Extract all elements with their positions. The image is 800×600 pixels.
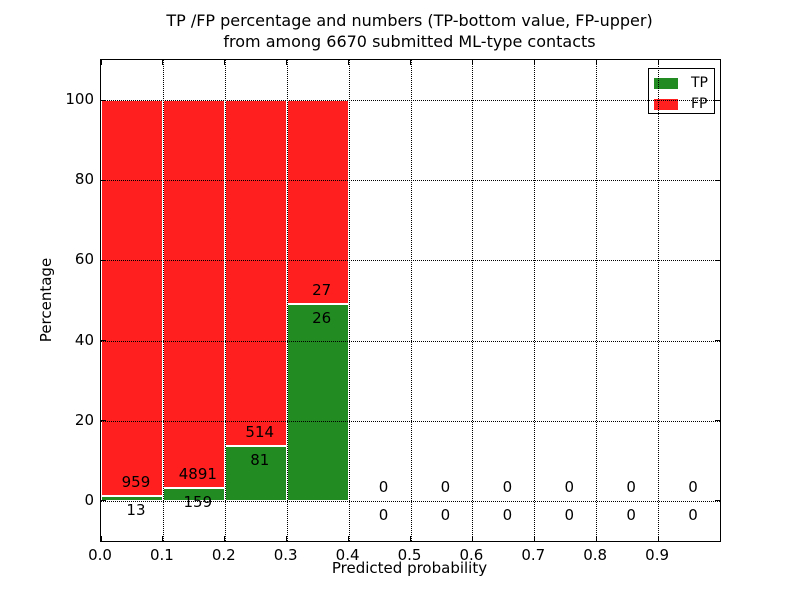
- x-tick-mark: [471, 536, 473, 541]
- x-tick-mark: [595, 536, 597, 541]
- x-tick-label: 0.9: [645, 546, 670, 564]
- fp-count-label: 0: [440, 477, 451, 496]
- grid-x-line: [534, 60, 536, 541]
- fp-count-label: 0: [564, 477, 575, 496]
- bar-segment-fp: [101, 100, 163, 496]
- legend: TP FP: [648, 68, 715, 114]
- tp-count-label: 0: [626, 505, 636, 524]
- x-tick-label: 0.0: [88, 546, 112, 564]
- x-tick-label: 0.6: [459, 546, 484, 564]
- grid-x-line: [472, 60, 474, 541]
- chart-title-line-2: from among 6670 submitted ML-type contac…: [223, 32, 596, 51]
- grid-x-line: [596, 60, 598, 541]
- x-tick-mark: [224, 536, 226, 541]
- grid-x-line: [162, 60, 164, 541]
- tp-count-label: 81: [250, 451, 270, 470]
- y-axis-label: Percentage: [37, 257, 55, 343]
- grid-x-line: [410, 60, 412, 541]
- tp-count-label: 13: [126, 500, 146, 519]
- x-tick-label: 0.7: [521, 546, 546, 564]
- y-tick-label: 20: [74, 410, 94, 429]
- x-tick-mark: [471, 60, 473, 65]
- fp-count-label: 959: [121, 472, 151, 491]
- legend-label-tp: TP: [691, 75, 708, 91]
- y-tick-mark: [101, 99, 106, 101]
- tp-count-label: 159: [183, 493, 213, 512]
- tp-count-label: 0: [378, 505, 389, 524]
- grid-x-line: [224, 60, 226, 541]
- x-tick-mark: [348, 60, 350, 65]
- legend-item-tp: TP: [654, 74, 714, 92]
- grid-x-line: [286, 60, 288, 541]
- tp-color-swatch: [654, 77, 678, 89]
- y-tick-mark: [715, 500, 720, 502]
- bar-segment-tp: [224, 446, 287, 501]
- x-tick-mark: [410, 60, 411, 65]
- x-tick-mark: [100, 60, 102, 65]
- grid-x-line: [348, 60, 350, 541]
- y-tick-label: 80: [74, 170, 94, 189]
- x-axis-label: Predicted probability: [331, 559, 488, 577]
- tp-count-label: 0: [502, 505, 513, 524]
- bar-segment-tp: [101, 495, 163, 501]
- bar-segment-tp: [286, 304, 349, 501]
- legend-item-fp: FP: [654, 95, 714, 113]
- y-tick-label: 40: [74, 330, 94, 349]
- x-tick-mark: [162, 60, 164, 65]
- y-tick-mark: [715, 420, 720, 422]
- x-tick-mark: [348, 536, 350, 541]
- x-tick-mark: [595, 60, 597, 65]
- bar-segment-fp: [224, 100, 287, 447]
- x-tick-label: 0.3: [273, 546, 298, 564]
- x-tick-mark: [533, 536, 535, 541]
- y-tick-label: 0: [84, 490, 94, 509]
- fp-count-label: 0: [688, 477, 698, 496]
- y-tick-mark: [715, 99, 720, 101]
- x-tick-mark: [286, 60, 288, 65]
- y-tick-mark: [101, 259, 106, 261]
- x-tick-mark: [657, 60, 659, 65]
- y-tick-mark: [715, 259, 720, 261]
- x-tick-mark: [100, 536, 102, 541]
- x-tick-label: 0.2: [211, 546, 236, 564]
- tp-count-label: 0: [688, 505, 698, 524]
- tp-count-label: 26: [312, 309, 332, 328]
- legend-label-fp: FP: [691, 96, 708, 112]
- y-tick-mark: [101, 420, 106, 422]
- tp-count-label: 0: [564, 505, 575, 524]
- x-tick-mark: [162, 536, 164, 541]
- fp-count-label: 4891: [178, 465, 217, 484]
- y-tick-label: 60: [74, 250, 94, 269]
- fp-color-swatch: [654, 98, 678, 110]
- x-tick-mark: [410, 536, 411, 541]
- x-tick-mark: [224, 60, 226, 65]
- fp-count-label: 27: [312, 281, 332, 300]
- x-tick-mark: [533, 60, 535, 65]
- x-tick-mark: [657, 536, 659, 541]
- x-tick-mark: [286, 536, 288, 541]
- plot-area: TP FP 959 13 4891 159 514 81 27 26 0 0 0 0 0 0 0 0 0 0 0 0: [100, 59, 721, 542]
- x-tick-label: 0.1: [149, 546, 174, 564]
- tp-count-label: 0: [440, 505, 451, 524]
- fp-count-label: 514: [245, 423, 275, 442]
- y-tick-mark: [715, 340, 720, 342]
- chart-title: TP /FP percentage and numbers (TP-bottom…: [100, 10, 719, 52]
- bar-segment-fp: [162, 100, 225, 489]
- fp-count-label: 0: [378, 477, 389, 496]
- x-tick-label: 0.4: [335, 546, 360, 564]
- grid-x-line: [658, 60, 660, 541]
- x-tick-label: 0.5: [397, 546, 422, 564]
- fp-count-label: 0: [502, 477, 513, 496]
- y-tick-mark: [101, 340, 106, 342]
- y-tick-mark: [101, 500, 106, 502]
- chart-title-line-1: TP /FP percentage and numbers (TP-bottom…: [166, 11, 653, 30]
- y-tick-mark: [715, 179, 720, 181]
- fp-count-label: 0: [626, 477, 636, 496]
- y-tick-label: 100: [65, 90, 94, 109]
- x-tick-label: 0.8: [583, 546, 608, 564]
- y-tick-mark: [101, 179, 106, 181]
- bar-segment-fp: [286, 100, 349, 305]
